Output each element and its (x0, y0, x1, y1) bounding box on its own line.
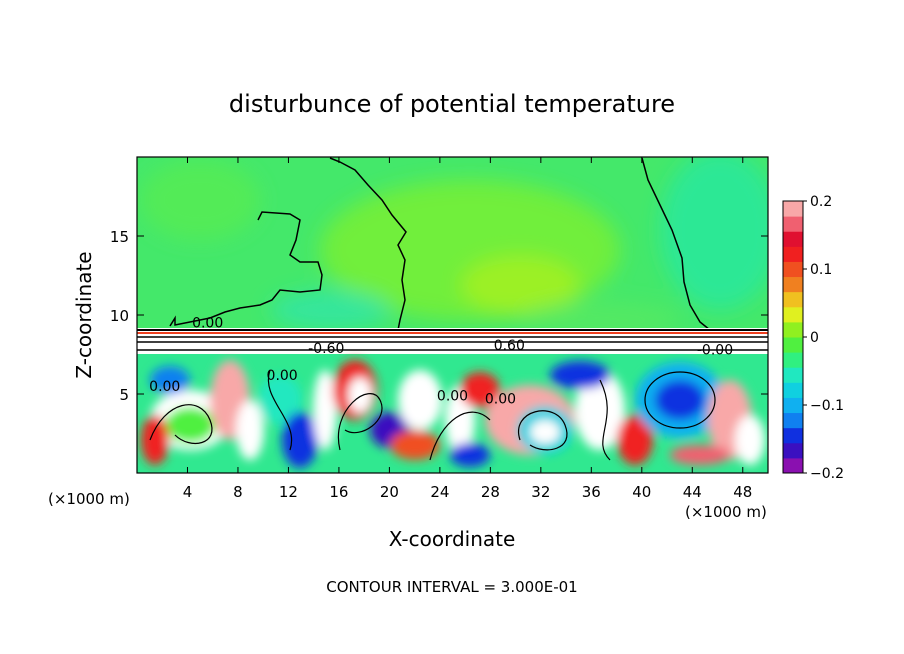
colorbar-swatch (783, 442, 803, 459)
x-unit-label-left: (×1000 m) (48, 490, 130, 508)
y-tick-label: 10 (110, 307, 129, 325)
contour-label: 0.60 (494, 338, 525, 354)
colorbar-swatch (783, 367, 803, 383)
colorbar-swatch (783, 412, 803, 429)
contour-label: -0.60 (308, 341, 344, 357)
x-axis-title: X-coordinate (389, 527, 516, 551)
colorbar-swatch (783, 306, 803, 323)
x-tick-label: 44 (683, 483, 702, 501)
plot-area (137, 157, 768, 473)
contour-label: 0.00 (192, 316, 223, 332)
x-unit-label-right: (×1000 m) (685, 503, 767, 521)
colorbar-tick-label: 0.1 (810, 262, 832, 278)
x-tick-label: 16 (329, 483, 348, 501)
x-tick-label: 8 (233, 483, 243, 501)
colorbar-swatch (783, 246, 803, 262)
lower-field-blobs (141, 360, 765, 468)
chart-title: disturbunce of potential temperature (229, 90, 675, 118)
x-tick-label: 20 (380, 483, 399, 501)
x-tick-label: 36 (582, 483, 601, 501)
colorbar-swatch (783, 457, 803, 474)
colorbar: 0.2 0.1 0 −0.1 −0.2 (782, 194, 844, 482)
upper-contour-right (641, 157, 711, 331)
y-axis-title: Z-coordinate (72, 251, 96, 378)
lower-contours (149, 369, 716, 461)
colorbar-swatch (783, 231, 803, 247)
contour-label: 0.00 (149, 379, 180, 395)
y-tick-label: 5 (119, 386, 129, 404)
upper-contour-left (169, 211, 323, 327)
x-tick-label: 32 (531, 483, 550, 501)
contour-label: 0.00 (485, 391, 516, 407)
y-axis: 5 10 15 (110, 228, 768, 404)
colorbar-tick-label: −0.2 (810, 466, 844, 482)
contour-label: 0.00 (267, 368, 298, 384)
contour-label: -0.00 (697, 343, 733, 359)
colorbar-swatch (783, 427, 803, 444)
contour-label: 0.00 (437, 388, 468, 404)
x-tick-label: 24 (430, 483, 449, 501)
colorbar-swatch (783, 352, 803, 368)
colorbar-tick-label: 0.2 (810, 194, 832, 210)
colorbar-swatch (783, 291, 803, 308)
x-tick-label: 48 (733, 483, 752, 501)
colorbar-swatch (783, 321, 803, 338)
x-tick-label: 28 (481, 483, 500, 501)
contour-interval-note: CONTOUR INTERVAL = 3.000E-01 (326, 578, 577, 596)
x-tick-label: 4 (183, 483, 193, 501)
colorbar-tick-label: −0.1 (810, 398, 844, 414)
upper-contour-mid (329, 157, 407, 331)
colorbar-swatch (783, 397, 803, 414)
x-axis: 4 8 12 16 20 24 28 32 36 40 44 48 (183, 157, 752, 501)
colorbar-swatch (783, 216, 803, 232)
colorbar-swatch (783, 201, 803, 217)
colorbar-tick-label: 0 (810, 330, 819, 346)
colorbar-swatch (783, 382, 803, 398)
colorbar-swatch (783, 276, 803, 293)
colorbar-swatch (783, 337, 803, 353)
x-tick-label: 40 (632, 483, 651, 501)
contour-labels: 0.00 -0.60 0.60 -0.00 0.00 0.00 0.00 0.00 (149, 316, 733, 408)
y-tick-label: 15 (110, 228, 129, 246)
colorbar-swatch (783, 261, 803, 278)
x-tick-label: 12 (279, 483, 298, 501)
